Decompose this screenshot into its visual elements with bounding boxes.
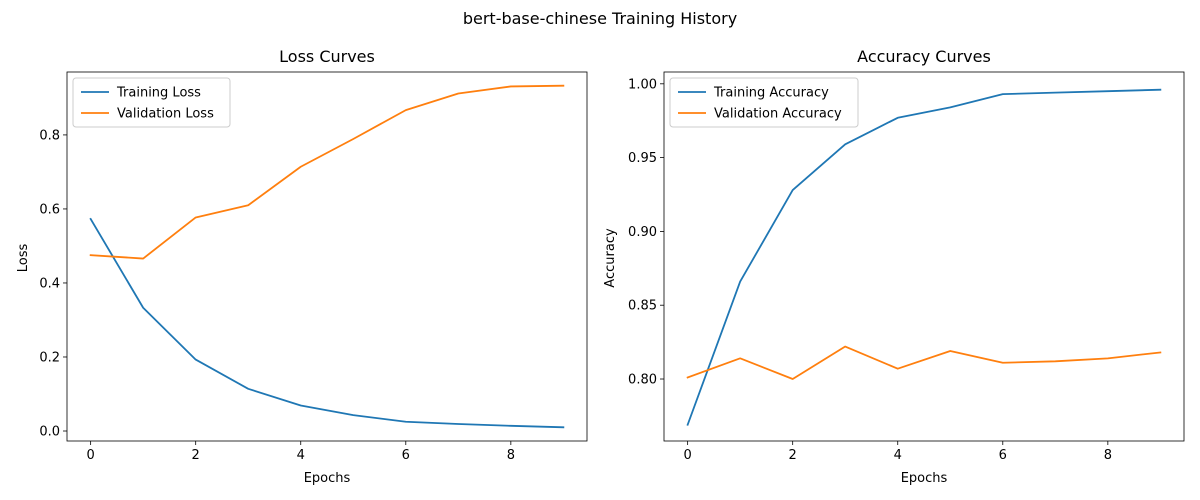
loss-series-line-training [89, 217, 565, 429]
accuracy-plot-marks: 0 2 4 6 8 0.80 0.85 0.90 0.95 1.00 Training Accura… [628, 71, 1185, 463]
accuracy-y-tick-label: 0.85 [628, 299, 657, 314]
loss-x-tick-label: 4 [297, 448, 305, 463]
accuracy-x-tick-label: 4 [894, 448, 902, 463]
loss-plot-marks: 0 2 4 6 8 0.0 0.2 0.4 0.6 0.8 Training Loss Validat… [39, 71, 588, 463]
accuracy-series-line-validation [686, 345, 1162, 380]
loss-y-tick-label: 0.8 [39, 128, 60, 143]
loss-legend-box [72, 77, 231, 128]
loss-legend-label: Validation Loss [117, 107, 214, 122]
loss-series-line-validation [89, 84, 565, 260]
loss-axes-frame [66, 71, 588, 442]
loss-curves-panel: Loss Curves Epochs Loss 0 2 4 6 8 0.0 0.2 0.4 0.… [16, 47, 588, 486]
accuracy-legend: Training Accuracy Validation Accuracy [669, 77, 859, 128]
accuracy-axes-frame [663, 71, 1185, 442]
accuracy-y-tick-label: 0.90 [628, 225, 657, 240]
loss-x-tick-label: 8 [507, 448, 515, 463]
loss-x-tick-label: 6 [402, 448, 410, 463]
accuracy-curves-panel: Accuracy Curves Epochs Accuracy 0 2 4 6 8 0.8… [603, 47, 1185, 486]
figure-suptitle: bert-base-chinese Training History [463, 9, 737, 28]
accuracy-series-line-training [686, 88, 1162, 426]
accuracy-y-axis-label: Accuracy [603, 228, 618, 288]
accuracy-plot-title: Accuracy Curves [857, 47, 991, 66]
loss-y-tick-label: 0.2 [39, 350, 60, 365]
accuracy-y-tick-label: 1.00 [628, 77, 657, 92]
loss-y-tick-label: 0.4 [39, 276, 60, 291]
loss-plot-title: Loss Curves [279, 47, 375, 66]
accuracy-x-tick-label: 2 [789, 448, 797, 463]
loss-y-tick-label: 0.6 [39, 202, 60, 217]
loss-x-tick-label: 0 [86, 448, 94, 463]
accuracy-legend-label: Validation Accuracy [714, 107, 842, 122]
loss-legend-label: Training Loss [116, 86, 201, 101]
accuracy-x-tick-label: 0 [683, 448, 691, 463]
accuracy-x-axis-label: Epochs [901, 471, 948, 486]
accuracy-x-tick-label: 6 [999, 448, 1007, 463]
accuracy-y-tick-label: 0.95 [628, 151, 657, 166]
loss-x-axis-label: Epochs [304, 471, 351, 486]
accuracy-x-tick-label: 8 [1104, 448, 1112, 463]
loss-x-tick-label: 2 [192, 448, 200, 463]
accuracy-legend-label: Training Accuracy [713, 86, 829, 101]
accuracy-legend-box [669, 77, 859, 128]
loss-y-tick-label: 0.0 [39, 425, 60, 440]
loss-legend: Training Loss Validation Loss [72, 77, 231, 128]
accuracy-y-tick-label: 0.80 [628, 373, 657, 388]
loss-y-axis-label: Loss [16, 244, 31, 273]
